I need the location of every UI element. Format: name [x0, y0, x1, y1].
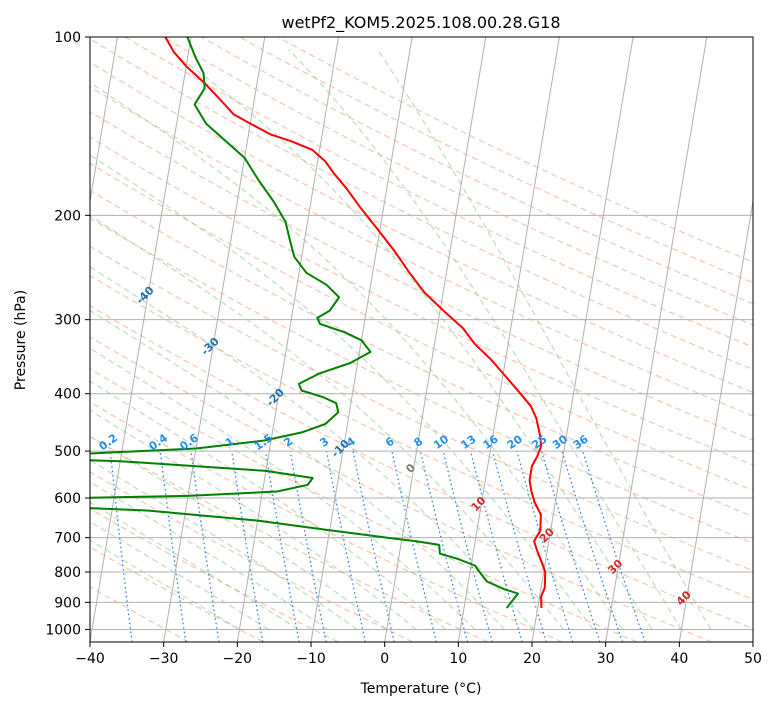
isobar-gridlines — [90, 37, 753, 630]
moist-adiabat — [90, 215, 564, 630]
x-tick-label: 20 — [523, 651, 541, 667]
mixing-ratio-line — [289, 450, 327, 642]
dry-adiabat — [90, 162, 753, 491]
moist-adiabat — [90, 154, 594, 630]
isotherm-line — [531, 37, 634, 642]
x-tick-label: −10 — [296, 651, 326, 667]
plot-frame — [89, 36, 754, 643]
dry-adiabat — [277, 37, 753, 263]
isotherm-line — [605, 37, 708, 642]
mixing-ratio-line — [159, 451, 187, 642]
profile-lines — [90, 37, 547, 609]
dry-adiabat — [90, 435, 488, 642]
moist-adiabat — [90, 347, 476, 630]
dry-adiabat — [90, 336, 712, 642]
mixing-ratio-line — [442, 450, 493, 642]
mixing-ratio-line — [419, 450, 469, 642]
y-tick-label: 900 — [54, 595, 81, 611]
plot-area: -100-90-80-70-60-50-40-30-20-10010203040… — [90, 37, 753, 642]
y-tick-label: 100 — [54, 30, 81, 46]
x-tick-label: 50 — [744, 651, 762, 667]
mixing-ratio-line — [582, 450, 646, 642]
dry-adiabat — [201, 37, 753, 305]
temperature-profile-line — [164, 37, 547, 609]
dry-adiabat — [90, 86, 753, 417]
x-tick-label: 40 — [670, 651, 688, 667]
dry-adiabat — [124, 37, 753, 348]
moist-adiabat — [377, 49, 712, 630]
y-axis-ticks: 100 200 300 400 500 600 700 800 900 1000 — [45, 30, 90, 638]
isotherm-line — [163, 37, 266, 642]
y-tick-label: 600 — [54, 491, 81, 507]
dry-adiabat — [90, 111, 753, 441]
chart-title: wetPf2_KOM5.2025.108.00.28.G18 — [281, 13, 560, 33]
moist-adiabat — [90, 82, 623, 630]
mixing-ratio-line — [492, 450, 547, 642]
x-axis-ticks: −40 −30 −20 −10 0 10 20 30 40 50 — [75, 642, 762, 667]
mixing-ratio-line — [540, 450, 601, 642]
dry-adiabat — [90, 38, 753, 370]
dry-adiabat — [90, 471, 414, 642]
x-tick-label: −30 — [149, 651, 179, 667]
isotherm-line — [90, 37, 118, 205]
mixing-ratio-line — [190, 451, 220, 642]
moist-adiabat — [90, 539, 240, 630]
moist-adiabat — [90, 435, 388, 630]
moist-adiabat — [90, 380, 447, 630]
mixing-ratio-lines — [109, 450, 646, 642]
dry-adiabat — [90, 245, 753, 572]
moist-adiabat — [90, 266, 535, 630]
dry-adiabat — [239, 37, 753, 284]
x-axis-label: Temperature (°C) — [360, 681, 482, 697]
moist-adiabats — [90, 49, 712, 630]
isotherm-line — [457, 37, 560, 642]
mixing-ratio-line — [391, 450, 437, 642]
isotherm-line — [384, 37, 487, 642]
isotherm-line — [90, 37, 192, 642]
mixing-ratio-line — [561, 450, 623, 642]
x-tick-label: −40 — [75, 651, 105, 667]
isotherm-line — [236, 37, 339, 642]
y-axis-label: Pressure (hPa) — [13, 290, 29, 390]
mixing-ratio-line — [231, 451, 264, 642]
mixing-ratio-line — [325, 450, 366, 642]
dry-adiabat — [90, 136, 753, 466]
y-tick-label: 400 — [54, 387, 81, 403]
moist-adiabat — [288, 49, 682, 630]
mixing-ratio-line — [352, 450, 395, 642]
y-tick-label: 800 — [54, 565, 81, 581]
mixing-ratio-line — [264, 451, 300, 642]
mixing-ratio-line — [109, 451, 133, 642]
x-tick-label: 30 — [597, 651, 615, 667]
y-tick-label: 200 — [54, 208, 81, 224]
mixing-ratio-line — [516, 450, 574, 642]
dewpoint-profile-line — [90, 37, 519, 609]
y-tick-label: 1000 — [45, 622, 81, 638]
y-tick-label: 700 — [54, 531, 81, 547]
dry-adiabat — [90, 217, 753, 544]
y-tick-label: 500 — [54, 444, 81, 460]
x-tick-label: −20 — [223, 651, 253, 667]
moist-adiabat — [168, 49, 653, 630]
dry-adiabat — [90, 61, 753, 394]
y-tick-label: 300 — [54, 313, 81, 329]
isotherm-line — [678, 198, 753, 642]
dry-adiabat — [163, 37, 753, 326]
x-tick-label: 10 — [449, 651, 467, 667]
mixing-ratio-line — [469, 450, 523, 642]
isotherm-gridlines — [90, 37, 753, 642]
x-tick-label: 0 — [380, 651, 389, 667]
